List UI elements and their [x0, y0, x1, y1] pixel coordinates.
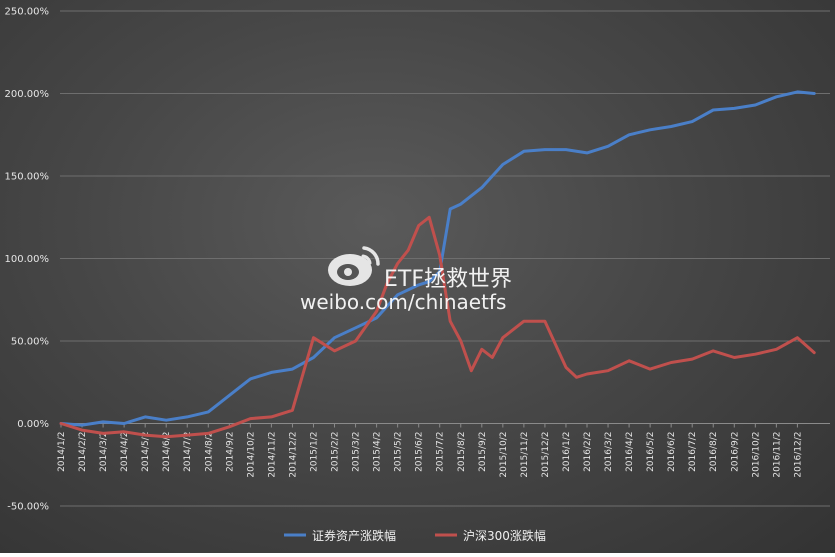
- x-tick-label: 2014/3/2: [99, 432, 109, 472]
- watermark-title: ETF拯救世界: [384, 267, 512, 292]
- x-tick-label: 2016/5/2: [646, 432, 656, 472]
- x-tick-label: 2014/2/2: [78, 432, 88, 472]
- x-tick-label: 2015/4/2: [373, 432, 383, 472]
- x-tick-label: 2015/12/2: [541, 432, 551, 478]
- x-tick-label: 2016/3/2: [604, 432, 614, 472]
- x-tick-label: 2016/7/2: [688, 432, 698, 472]
- x-tick-label: 2016/2/2: [583, 432, 593, 472]
- x-tick-label: 2014/6/2: [162, 432, 172, 472]
- x-axis: 2014/1/2 2014/2/2 2014/3/2 2014/4/2 2014/5/2…: [57, 423, 830, 478]
- legend-label-securities: 证券资产涨跌幅: [312, 528, 396, 543]
- y-tick-label: -50.00%: [7, 502, 49, 513]
- y-tick-label: 50.00%: [11, 337, 49, 348]
- x-tick-label: 2014/7/2: [183, 432, 193, 472]
- y-tick-label: 250.00%: [5, 7, 50, 18]
- weibo-icon: [328, 246, 380, 286]
- x-tick-label: 2014/12/2: [288, 432, 298, 478]
- x-tick-label: 2015/6/2: [415, 432, 425, 472]
- x-tick-label: 2014/11/2: [267, 432, 277, 478]
- x-tick-label: 2015/9/2: [478, 432, 488, 472]
- x-tick-label: 2016/10/2: [751, 432, 761, 478]
- x-tick-label: 2014/8/2: [204, 432, 214, 472]
- x-tick-label: 2015/7/2: [436, 432, 446, 472]
- series-line-csi300: [59, 215, 816, 439]
- y-tick-label: 150.00%: [5, 172, 50, 183]
- x-tick-label: 2014/5/2: [141, 432, 151, 472]
- y-tick-label: 100.00%: [5, 254, 50, 265]
- x-tick-label: 2016/6/2: [667, 432, 677, 472]
- x-tick-label: 2016/12/2: [793, 432, 803, 478]
- x-tick-label: 2015/11/2: [520, 432, 530, 478]
- series-lines: [59, 90, 816, 439]
- x-tick-label: 2015/10/2: [499, 432, 509, 478]
- x-tick-label: 2014/9/2: [225, 432, 235, 472]
- legend: 证券资产涨跌幅 沪深300涨跌幅: [284, 528, 546, 543]
- y-axis: -50.00% 0.00% 50.00% 100.00% 150.00% 200.00% 2…: [5, 7, 50, 513]
- y-tick-label: 200.00%: [5, 89, 50, 100]
- legend-label-csi300: 沪深300涨跌幅: [463, 528, 546, 543]
- x-tick-label: 2015/3/2: [352, 432, 362, 472]
- x-tick-label: 2014/4/2: [120, 432, 130, 472]
- watermark-url: weibo.com/chinaetfs: [300, 290, 506, 314]
- x-tick-label: 2015/1/2: [309, 432, 319, 472]
- x-tick-label: 2014/1/2: [57, 432, 67, 472]
- x-tick-label: 2015/5/2: [394, 432, 404, 472]
- x-tick-label: 2016/9/2: [730, 432, 740, 472]
- series-line-securities: [59, 90, 816, 427]
- watermark: ETF拯救世界 weibo.com/chinaetfs: [300, 246, 512, 314]
- x-tick-label: 2016/11/2: [772, 432, 782, 478]
- x-tick-label: 2016/1/2: [562, 432, 572, 472]
- x-tick-label: 2015/2/2: [331, 432, 341, 472]
- x-tick-label: 2016/4/2: [625, 432, 635, 472]
- x-tick-label: 2016/8/2: [709, 432, 719, 472]
- x-tick-label: 2015/8/2: [457, 432, 467, 472]
- x-tick-label: 2014/10/2: [246, 432, 256, 478]
- y-tick-label: 0.00%: [17, 419, 49, 430]
